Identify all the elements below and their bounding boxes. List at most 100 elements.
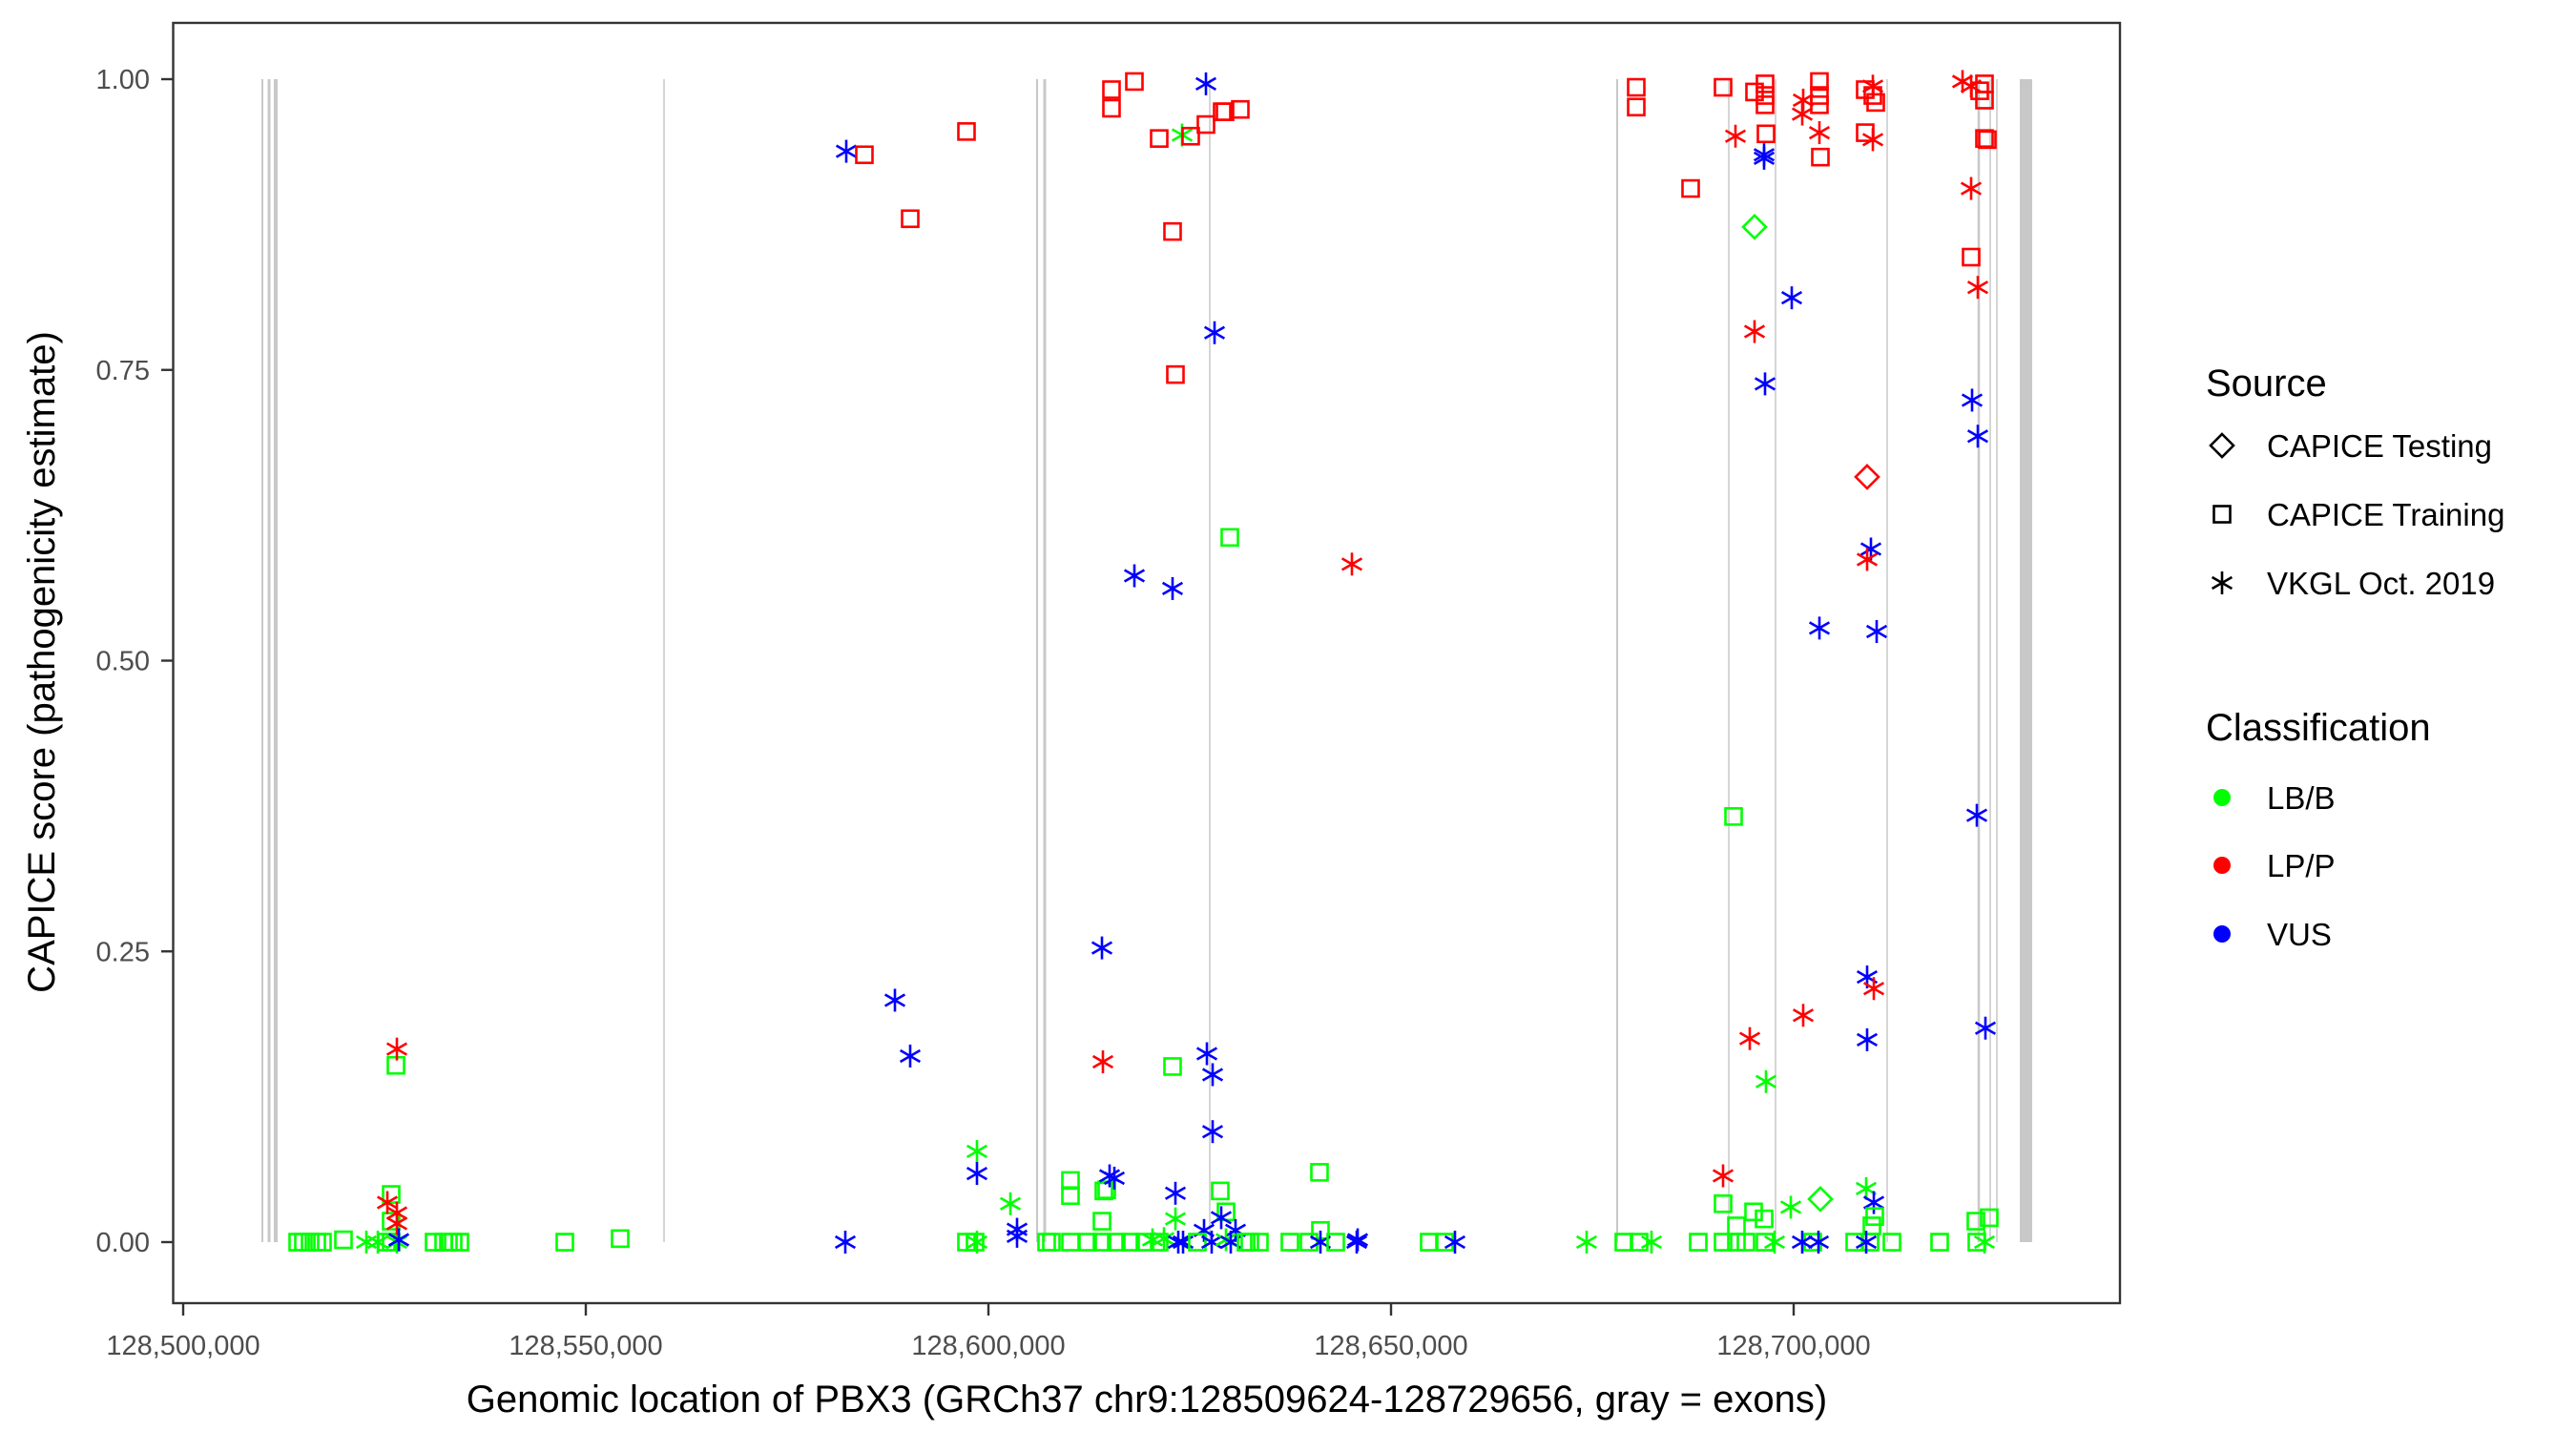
point-square-lbb — [1240, 1233, 1259, 1252]
point-asterisk-vus — [1195, 1042, 1218, 1066]
lbb-dot-icon — [2213, 789, 2231, 806]
point-square-lpp — [1125, 72, 1144, 92]
legend-label-lbb: LB/B — [2267, 780, 2336, 816]
diamond-icon — [2209, 432, 2235, 459]
exon-12 — [1989, 79, 1991, 1242]
point-square-lpp — [1102, 98, 1121, 118]
point-asterisk-vus — [1862, 1191, 1885, 1214]
point-square-lbb — [1860, 1233, 1880, 1252]
point-square-lbb — [1755, 1209, 1774, 1229]
point-asterisk-vus — [883, 988, 906, 1012]
lpp-dot-icon — [2213, 857, 2231, 874]
point-square-lpp — [1755, 95, 1775, 114]
point-asterisk-lpp — [1960, 176, 1983, 200]
point-asterisk-vus — [966, 1162, 988, 1186]
point-square-lbb — [1107, 1233, 1126, 1252]
point-asterisk-vus — [1164, 1181, 1187, 1205]
point-square-lpp — [957, 122, 976, 141]
y-tick-label: 0.25 — [96, 937, 150, 967]
legend-item-capice-testing: CAPICE Testing — [2209, 428, 2492, 464]
square-icon — [2212, 505, 2232, 524]
point-asterisk-lpp — [1808, 121, 1831, 145]
legend: Source CAPICE Testing CAPICE Training VK… — [2206, 363, 2504, 952]
point-asterisk-lbb — [1153, 1227, 1175, 1251]
exon-7 — [1616, 79, 1618, 1242]
point-square-lbb — [1736, 1233, 1755, 1252]
point-asterisk-lbb — [1763, 1231, 1786, 1254]
point-square-lbb — [313, 1233, 332, 1252]
point-square-lbb — [611, 1229, 630, 1249]
point-asterisk-vus — [1966, 425, 1989, 448]
point-asterisk-vus — [1807, 1231, 1830, 1254]
exon-4 — [1036, 79, 1038, 1242]
point-square-lbb — [1882, 1233, 1901, 1252]
x-axis-title: Genomic location of PBX3 (GRCh37 chr9:12… — [467, 1379, 1827, 1421]
exon-9 — [1775, 79, 1776, 1242]
point-square-lbb — [966, 1233, 985, 1252]
point-layer — [288, 70, 1999, 1254]
exon-1 — [267, 79, 271, 1242]
legend-item-vus: VUS — [2213, 917, 2332, 952]
exon-5 — [1043, 79, 1047, 1242]
point-square-lbb — [1714, 1233, 1733, 1252]
point-asterisk-lpp — [1340, 552, 1363, 576]
point-square-lbb — [1042, 1233, 1061, 1252]
x-tick-label: 128,650,000 — [1314, 1331, 1467, 1361]
point-asterisk-lbb — [966, 1139, 988, 1163]
point-asterisk-vus — [835, 139, 858, 163]
point-diamond-lbb — [1741, 213, 1768, 240]
point-square-lbb — [1150, 1233, 1169, 1252]
point-square-lpp — [1811, 147, 1830, 167]
exon-6 — [1209, 79, 1211, 1242]
x-tick-label: 128,600,000 — [911, 1331, 1065, 1361]
point-asterisk-vus — [1808, 616, 1831, 640]
point-asterisk-lbb — [1755, 1069, 1777, 1093]
point-asterisk-lpp — [1966, 276, 1989, 300]
y-axis: 0.00 0.25 0.50 0.75 1.00 — [96, 65, 173, 1258]
point-asterisk-vus — [1006, 1224, 1028, 1248]
asterisk-icon — [2211, 571, 2233, 594]
legend-source-title: Source — [2206, 363, 2327, 404]
point-square-lbb — [1966, 1212, 1985, 1231]
point-asterisk-vus — [1195, 72, 1217, 95]
point-asterisk-vus — [834, 1231, 857, 1254]
point-asterisk-lbb — [1640, 1231, 1663, 1254]
point-asterisk-vus — [1210, 1206, 1233, 1230]
point-asterisk-lpp — [376, 1191, 399, 1214]
point-square-lbb — [1163, 1057, 1182, 1076]
legend-item-vkgl: VKGL Oct. 2019 — [2211, 566, 2495, 601]
point-asterisk-vus — [1161, 576, 1184, 600]
point-asterisk-vus — [899, 1044, 922, 1068]
point-square-lbb — [1727, 1233, 1746, 1252]
point-square-lbb — [1078, 1233, 1097, 1252]
exon-13 — [1996, 79, 1998, 1242]
point-square-lpp — [1810, 95, 1829, 114]
point-square-lpp — [1756, 124, 1776, 144]
point-asterisk-lbb — [1164, 1207, 1187, 1231]
point-asterisk-vus — [1167, 1231, 1190, 1254]
point-asterisk-vus — [1965, 803, 1988, 827]
point-square-lpp — [1962, 247, 1981, 267]
point-asterisk-vus — [1974, 1016, 1997, 1040]
point-asterisk-lpp — [1862, 977, 1885, 1001]
point-asterisk-lpp — [1791, 102, 1814, 126]
x-axis: 128,500,000 128,550,000 128,600,000 128,650… — [106, 1304, 1871, 1361]
point-asterisk-vus — [1203, 321, 1226, 344]
x-tick-label: 128,700,000 — [1716, 1331, 1870, 1361]
point-asterisk-vus — [1856, 1027, 1879, 1051]
legend-label-vus: VUS — [2267, 917, 2332, 952]
point-square-lpp — [1166, 364, 1185, 384]
point-asterisk-lpp — [385, 1212, 408, 1235]
point-square-lbb — [1211, 1181, 1230, 1201]
point-square-lbb — [555, 1233, 574, 1252]
point-square-lbb — [1930, 1233, 1949, 1252]
point-asterisk-lpp — [1856, 548, 1879, 571]
exon-0 — [261, 79, 264, 1242]
point-square-lpp — [1627, 77, 1646, 97]
point-square-lbb — [1121, 1233, 1140, 1252]
point-asterisk-lpp — [1743, 320, 1766, 343]
point-square-lbb — [1724, 807, 1743, 826]
point-asterisk-lbb — [999, 1192, 1022, 1215]
